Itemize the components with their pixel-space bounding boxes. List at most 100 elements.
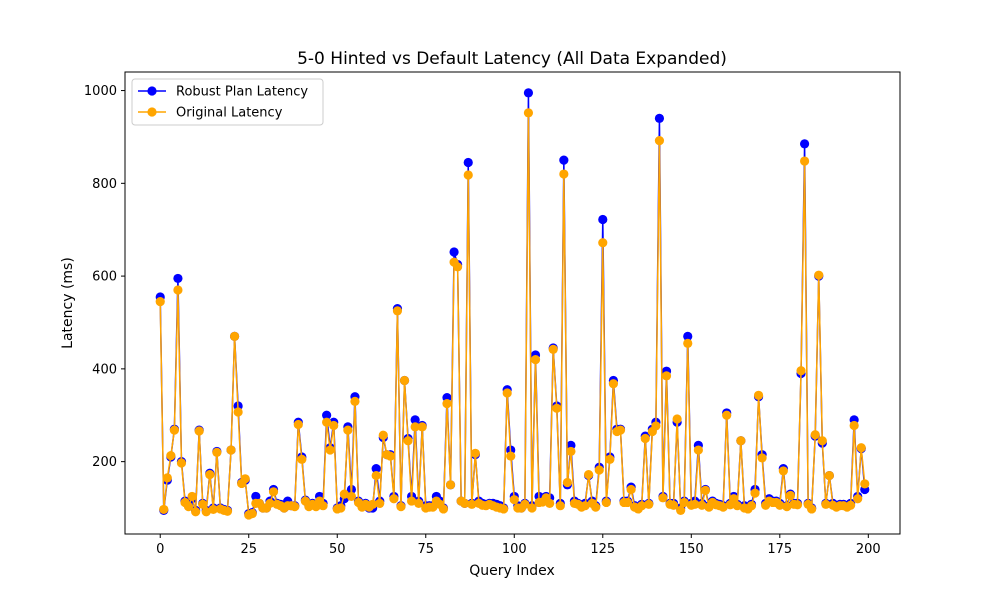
data-point (350, 396, 360, 406)
data-point (722, 410, 732, 420)
data-point (346, 491, 357, 502)
data-point (654, 113, 665, 123)
legend-item-2: Original Latency (138, 106, 283, 121)
data-point (169, 425, 179, 435)
x-axis-label: Query Index (469, 563, 555, 579)
data-point (608, 379, 619, 389)
data-point (683, 338, 693, 348)
y-tick-label: 400 (92, 362, 117, 377)
legend-marker (147, 107, 157, 117)
y-tick-label: 1000 (84, 84, 117, 99)
data-point (785, 490, 796, 501)
y-axis-label: Latency (ms) (60, 257, 76, 349)
series-2 (155, 108, 870, 520)
data-point (438, 504, 449, 514)
data-point (523, 88, 534, 98)
data-point (559, 169, 569, 179)
data-point (506, 451, 516, 461)
legend: Robust Plan Latency Original Latency (131, 78, 324, 126)
data-point (778, 466, 788, 476)
data-point (205, 470, 215, 480)
data-point (162, 473, 172, 483)
data-point (594, 465, 604, 475)
legend-marker (147, 86, 157, 96)
data-point (849, 420, 859, 431)
plot-area-frame (124, 71, 901, 535)
data-point (392, 306, 403, 316)
data-point (598, 214, 608, 225)
x-tick-label: 75 (417, 542, 434, 557)
data-point (460, 498, 470, 508)
y-tick-label: 600 (92, 270, 117, 285)
data-point (654, 136, 665, 146)
data-point (746, 501, 757, 511)
data-point (601, 497, 611, 508)
data-point (268, 487, 279, 497)
data-point (545, 498, 555, 508)
data-point (676, 505, 686, 515)
x-tick-label: 25 (240, 542, 257, 557)
data-point (697, 500, 707, 510)
data-point (860, 479, 870, 489)
data-point (700, 485, 711, 495)
data-point (499, 504, 509, 514)
data-point (846, 500, 856, 510)
data-point (796, 366, 806, 376)
x-tick-label: 0 (156, 542, 164, 557)
data-point (732, 501, 742, 511)
data-point (378, 430, 388, 440)
data-point (343, 425, 353, 435)
x-tick-label: 100 (502, 542, 527, 557)
data-point (658, 493, 668, 503)
data-point (853, 494, 863, 504)
data-point (159, 504, 169, 515)
x-tick-label: 175 (767, 542, 792, 557)
data-point (640, 433, 650, 444)
data-point (637, 501, 647, 511)
data-point (240, 474, 250, 484)
series-layer (155, 88, 870, 520)
data-point (194, 426, 204, 436)
data-point (445, 480, 456, 490)
data-point (329, 420, 339, 431)
data-point (293, 419, 303, 430)
data-point (799, 139, 810, 149)
data-point (463, 157, 473, 168)
legend-item-1: Robust Plan Latency (138, 85, 308, 100)
legend-box (131, 78, 324, 126)
data-point (792, 500, 803, 510)
data-point (385, 451, 395, 461)
data-point (173, 273, 183, 284)
data-point (555, 501, 565, 511)
data-point (548, 344, 558, 354)
data-point (201, 507, 211, 517)
data-point (523, 108, 534, 118)
data-point (782, 502, 792, 512)
data-point (814, 270, 824, 280)
data-point (622, 497, 633, 508)
data-point (229, 331, 240, 341)
data-point (729, 494, 739, 504)
data-point (750, 488, 760, 498)
data-point (399, 375, 410, 386)
data-point (736, 436, 746, 446)
data-point (799, 156, 810, 166)
data-point (683, 331, 693, 341)
legend-label: Robust Plan Latency (176, 85, 308, 100)
data-point (527, 503, 537, 513)
data-point (166, 451, 176, 461)
data-point (176, 458, 187, 468)
data-point (753, 390, 764, 400)
data-point (615, 425, 626, 435)
data-point (198, 499, 208, 509)
data-point (173, 285, 183, 295)
data-point (605, 454, 615, 464)
data-point (371, 464, 381, 474)
data-point (417, 422, 427, 432)
data-point (467, 499, 477, 509)
x-tick-label: 50 (329, 542, 346, 557)
data-point (775, 500, 785, 510)
data-point (226, 445, 236, 455)
data-point (598, 238, 608, 248)
